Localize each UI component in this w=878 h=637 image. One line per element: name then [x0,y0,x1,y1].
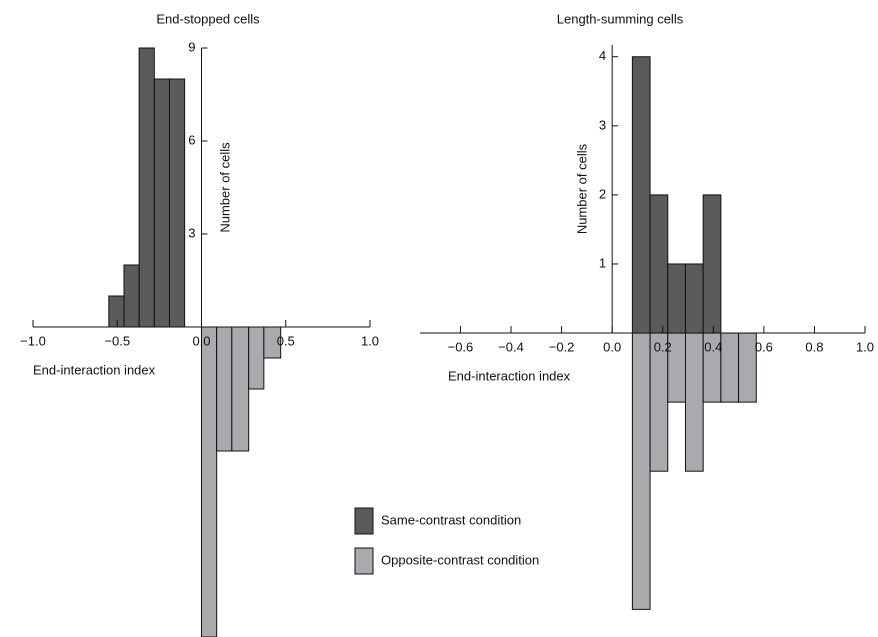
x-tick-label: 0.4 [704,339,722,354]
x-tick-label: −1.0 [20,333,46,348]
histogram-bar [201,326,218,637]
legend-swatch [354,507,374,535]
y-tick-label: 1 [599,255,606,270]
x-tick-label: −0.2 [549,339,575,354]
histogram-bar [231,326,250,452]
legend-label: Same-contrast condition [381,512,521,527]
x-tick-label: 0.8 [805,339,823,354]
chart-title: End-stopped cells [156,11,260,26]
histogram-bar [720,332,740,403]
x-tick-label: 1.0 [856,339,874,354]
x-tick-label: −0.6 [448,339,474,354]
histogram-bar [702,194,722,334]
y-tick-label: 6 [188,132,195,147]
y-tick-label: 3 [188,225,195,240]
y-tick-label: 3 [599,117,606,132]
y-tick-label: 9 [188,39,195,54]
x-tick-label: −0.5 [104,333,130,348]
legend-label: Opposite-contrast condition [381,552,539,567]
x-tick-label: 0.0 [603,339,621,354]
histogram-bar [684,332,704,472]
y-axis-label: Number of cells [574,143,589,234]
x-tick-label: 0.5 [277,333,295,348]
x-axis-label: End-interaction index [33,362,156,377]
histogram-bar [631,332,651,610]
chart-title: Length-summing cells [557,11,684,26]
x-tick-label: −0.4 [498,339,524,354]
y-axis-label: Number of cells [217,142,232,233]
x-axis-label: End-interaction index [448,368,571,383]
y-tick-label: 2 [599,186,606,201]
histogram-bar [153,78,170,328]
histogram-bar [631,56,651,334]
histogram-bar [649,194,669,334]
x-tick-label: 0.2 [654,339,672,354]
x-tick-label: 0.0 [192,333,210,348]
histogram-bar [123,264,140,328]
histogram-bar [248,326,265,390]
y-tick-label: 4 [599,48,606,63]
x-tick-label: 0.6 [755,339,773,354]
histogram-bar [216,326,233,452]
histogram-bar [168,78,186,328]
histogram-bar [684,263,704,334]
histogram-bar [738,332,757,403]
histogram-bar [138,47,155,328]
legend-swatch [354,547,374,575]
x-tick-label: 1.0 [361,333,379,348]
histogram-bar [667,263,686,334]
histogram-bar [108,295,125,328]
